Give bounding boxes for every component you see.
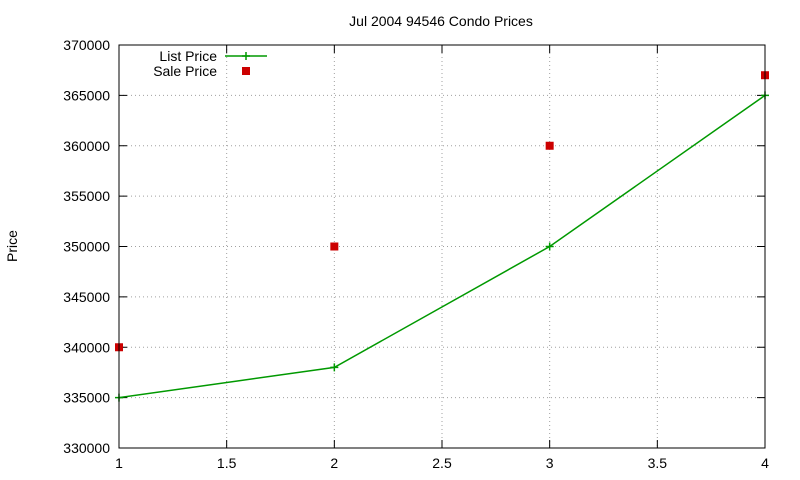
legend-list-price-label: List Price [159, 48, 217, 64]
y-tick-label: 330000 [63, 440, 110, 456]
y-axis-label: Price [4, 230, 20, 262]
y-tick-label: 345000 [63, 289, 110, 305]
y-tick-label: 370000 [63, 37, 110, 53]
x-tick-label: 2 [330, 455, 338, 471]
x-tick-label: 4 [761, 455, 769, 471]
plot-frame [118, 44, 766, 449]
y-tick-label: 340000 [63, 339, 110, 355]
x-tick-label: 3.5 [648, 455, 668, 471]
y-tick-label: 365000 [63, 87, 110, 103]
legend-sale-price-marker [242, 67, 250, 75]
x-tick-label: 2.5 [432, 455, 452, 471]
y-tick-label: 350000 [63, 239, 110, 255]
axis-ticks: 330000 335000 340000 345000 350000 355000 3600… [63, 37, 769, 471]
sale-price-point [545, 141, 554, 150]
list-price-point [545, 242, 554, 251]
sale-price-point [330, 242, 339, 251]
y-tick-label: 355000 [63, 188, 110, 204]
series-layer [115, 71, 769, 402]
y-tick-label: 335000 [63, 390, 110, 406]
x-tick-label: 3 [546, 455, 554, 471]
list-price-line [118, 94, 766, 399]
grid-lines [119, 45, 765, 448]
legend-list-price-marker [242, 52, 250, 60]
y-tick-label: 360000 [63, 138, 110, 154]
chart-title: Jul 2004 94546 Condo Prices [349, 13, 533, 29]
list-price-point [330, 363, 339, 372]
x-tick-label: 1.5 [217, 455, 237, 471]
legend-sale-price-label: Sale Price [153, 63, 217, 79]
x-tick-label: 1 [115, 455, 123, 471]
